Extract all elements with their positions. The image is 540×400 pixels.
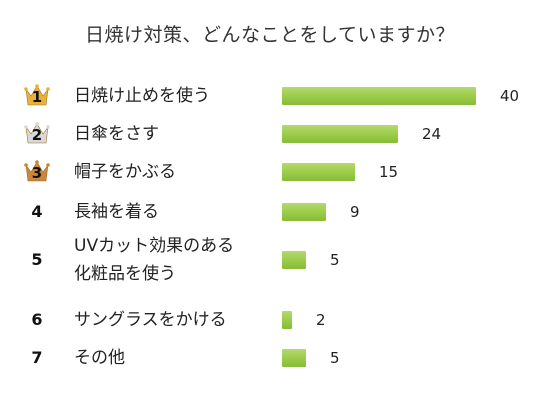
- rank-number: 4: [31, 202, 43, 221]
- value-label: 2: [316, 311, 326, 329]
- chart-title: 日焼け対策、どんなことをしていますか？: [85, 24, 455, 46]
- category-label: UVカット効果のある: [74, 236, 235, 256]
- category-label: その他: [74, 348, 125, 368]
- category-label: 日焼け止めを使う: [74, 86, 210, 106]
- bar: [282, 251, 306, 269]
- category-label: サングラスをかける: [74, 310, 227, 330]
- bar: [282, 349, 306, 367]
- rank-number: 2: [31, 126, 43, 144]
- value-label: 40: [500, 87, 520, 105]
- bar: [282, 87, 476, 105]
- bar: [282, 203, 326, 221]
- category-label: 長袖を着る: [74, 202, 159, 222]
- crown-icon: [24, 121, 50, 147]
- crown-icon: [24, 159, 50, 185]
- rank-number: 3: [31, 164, 43, 182]
- value-label: 5: [330, 251, 340, 269]
- value-label: 5: [330, 349, 340, 367]
- crown-icon: [24, 83, 50, 109]
- rank-number: 1: [31, 88, 43, 106]
- value-label: 15: [379, 163, 399, 181]
- rank-number: 6: [31, 310, 43, 329]
- rank-number: 7: [31, 348, 43, 367]
- category-label: 帽子をかぶる: [74, 162, 176, 182]
- category-label: 化粧品を使う: [74, 264, 176, 284]
- value-label: 24: [422, 125, 442, 143]
- rank-number: 5: [31, 250, 43, 269]
- category-label: 日傘をさす: [74, 124, 159, 144]
- bar: [282, 311, 292, 329]
- bar: [282, 163, 355, 181]
- value-label: 9: [350, 203, 360, 221]
- bar: [282, 125, 398, 143]
